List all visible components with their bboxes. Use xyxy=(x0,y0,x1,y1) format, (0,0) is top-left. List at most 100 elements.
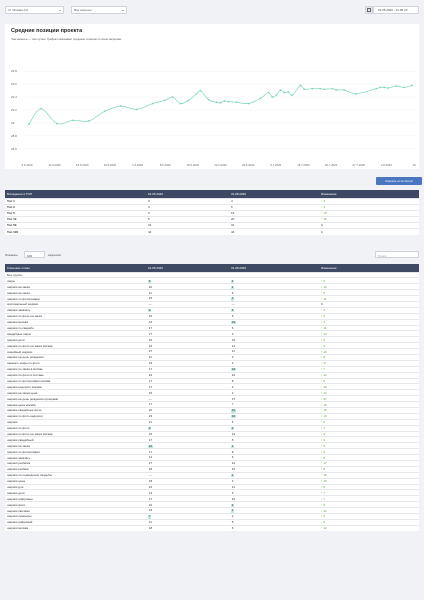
data-point[interactable] xyxy=(119,105,122,108)
data-point[interactable] xyxy=(135,108,138,111)
keyword-cell: шарики по свадьбе xyxy=(5,324,146,331)
data-point[interactable] xyxy=(319,87,322,90)
y-tick-label: 29.2 xyxy=(11,108,17,112)
data-point[interactable] xyxy=(335,89,338,91)
position-cell: 27 xyxy=(146,348,229,355)
change-cell: ↑ 5 xyxy=(319,483,419,490)
data-point[interactable] xyxy=(199,89,202,92)
change-cell: ↑ 16 xyxy=(319,348,419,355)
position-badge: 17 xyxy=(148,496,153,501)
x-tick-label: 22.6.2020 xyxy=(214,163,227,167)
position-badge: 6 xyxy=(231,490,234,495)
data-point[interactable] xyxy=(235,101,238,104)
page-size-select[interactable]: 100 xyxy=(24,251,45,258)
search-input[interactable]: Поиск: xyxy=(375,251,419,258)
keyword-cell: шарики цена москва xyxy=(5,401,146,408)
data-point[interactable] xyxy=(71,119,74,122)
data-point[interactable] xyxy=(227,100,230,103)
data-point[interactable] xyxy=(271,96,274,98)
data-point[interactable] xyxy=(279,89,282,91)
data-point[interactable] xyxy=(323,88,326,91)
column-header[interactable]: 31.08.2020 xyxy=(229,190,319,198)
data-point[interactable] xyxy=(28,123,30,126)
data-point[interactable] xyxy=(223,100,226,102)
data-point[interactable] xyxy=(303,88,306,91)
data-point[interactable] xyxy=(207,98,210,101)
column-header[interactable]: Изменение xyxy=(319,264,419,272)
data-point[interactable] xyxy=(195,92,198,95)
data-point[interactable] xyxy=(259,97,262,100)
data-point[interactable] xyxy=(387,87,389,89)
position-cell: 14 xyxy=(146,454,229,461)
data-point[interactable] xyxy=(219,101,222,104)
x-tick-label: 18.5.2020 xyxy=(76,163,89,167)
data-point[interactable] xyxy=(395,85,397,87)
queries-select-value: Все запросы xyxy=(74,8,92,12)
data-point[interactable] xyxy=(247,102,250,105)
position-cell: 7 xyxy=(229,401,319,408)
column-header[interactable]: Ключевое слово xyxy=(5,264,146,272)
data-point[interactable] xyxy=(275,94,278,97)
table-row: шарики недорого москва 17 4 ↑ 13 xyxy=(5,383,419,390)
data-point[interactable] xyxy=(283,91,286,94)
data-point[interactable] xyxy=(103,110,106,113)
position-badge: 7 xyxy=(231,402,234,407)
data-point[interactable] xyxy=(403,86,405,89)
export-excel-button[interactable]: Скачать отчет Excel xyxy=(376,177,422,185)
data-point[interactable] xyxy=(267,91,270,94)
position-cell: — xyxy=(229,300,319,308)
data-point[interactable] xyxy=(287,91,290,93)
keyword-cell: шарики на день рождения xyxy=(5,353,146,361)
queries-select[interactable]: Все запросы xyxy=(71,6,127,14)
date-range-input[interactable]: 01.05.2020 - 31.05.20 xyxy=(373,6,419,14)
column-header[interactable]: 01.05.2020 xyxy=(146,190,229,198)
data-point[interactable] xyxy=(151,102,154,105)
data-point[interactable] xyxy=(343,89,346,91)
value-cell: 6 xyxy=(229,203,319,211)
position-badge: 1 xyxy=(231,443,235,448)
data-point[interactable] xyxy=(383,86,385,89)
position-badge: 27 xyxy=(148,461,153,466)
data-point[interactable] xyxy=(179,102,182,105)
position-cell: 10 xyxy=(229,318,319,326)
column-header[interactable]: Изменение xyxy=(319,190,419,198)
keyword-cell: шарики свадебный xyxy=(5,436,146,443)
position-cell: 10 xyxy=(146,442,229,449)
data-point[interactable] xyxy=(163,99,166,102)
column-header[interactable]: 31.08.2020 xyxy=(229,264,319,272)
data-point[interactable] xyxy=(311,87,314,90)
data-point[interactable] xyxy=(331,87,334,90)
column-header[interactable]: 01.05.2020 xyxy=(146,264,229,272)
calendar-button[interactable] xyxy=(365,6,373,14)
position-badge: — xyxy=(148,473,152,478)
keyword-cell: шарики на день рождения купюрами xyxy=(5,395,146,402)
y-tick-label: 29.4 xyxy=(11,95,17,99)
keyword-cell: шарики недорого москва xyxy=(5,383,146,390)
column-header[interactable]: Вхождение в ТОП xyxy=(5,190,146,198)
data-point[interactable] xyxy=(40,107,42,110)
data-point[interactable] xyxy=(56,122,58,125)
position-badge: 27 xyxy=(148,349,153,354)
data-point[interactable] xyxy=(375,87,378,90)
data-point[interactable] xyxy=(411,84,413,87)
data-point[interactable] xyxy=(171,96,174,98)
position-badge: 3 xyxy=(231,331,234,336)
position-badge: 17 xyxy=(148,402,153,407)
data-point[interactable] xyxy=(355,92,358,95)
change-cell: ↑ 4 xyxy=(319,197,419,205)
data-point[interactable] xyxy=(215,101,218,104)
position-badge: — xyxy=(148,396,152,401)
data-point[interactable] xyxy=(291,94,294,97)
chart-card: Средние позиции проекта Чем меньше — тем… xyxy=(5,24,419,169)
data-point[interactable] xyxy=(299,84,302,87)
position-cell: 23 xyxy=(146,507,229,514)
data-point[interactable] xyxy=(87,120,90,122)
data-point[interactable] xyxy=(379,86,381,89)
change-cell: ↑ 7 xyxy=(319,489,419,496)
region-select[interactable]: Москва (ru) xyxy=(5,6,64,14)
table-row: шарики цена москва 17 7 ↑ 10 xyxy=(5,401,419,408)
position-badge: 11 xyxy=(148,420,152,425)
position-cell: 3 xyxy=(229,330,319,337)
data-point[interactable] xyxy=(187,99,190,102)
position-cell: 18 xyxy=(146,477,229,485)
